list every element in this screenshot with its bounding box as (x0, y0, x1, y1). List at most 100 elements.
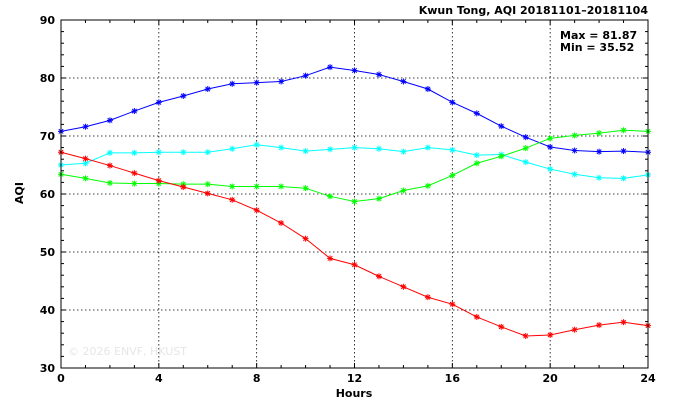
marker-stroke (303, 73, 309, 79)
series-point (375, 195, 382, 202)
series-point (302, 185, 309, 192)
series-point (131, 170, 138, 177)
series-point (327, 193, 334, 200)
marker-stroke (449, 301, 455, 307)
marker-stroke (131, 181, 137, 187)
series-point (522, 145, 529, 152)
series-point (620, 127, 627, 134)
series-point (278, 183, 285, 190)
marker-stroke (278, 220, 284, 226)
marker-stroke (547, 166, 553, 172)
marker-stroke (107, 117, 113, 123)
marker-stroke (351, 145, 358, 151)
series-point (302, 235, 309, 242)
marker-stroke (400, 284, 406, 290)
series-point (327, 255, 334, 262)
series-point (204, 190, 211, 197)
marker-stroke (523, 333, 529, 339)
marker-stroke (229, 197, 235, 203)
marker-stroke (351, 262, 358, 268)
marker-stroke (131, 108, 137, 114)
marker-stroke (205, 149, 211, 155)
series-point (400, 187, 407, 194)
series-point (596, 130, 603, 137)
marker-stroke (131, 150, 137, 156)
marker-stroke (376, 196, 382, 202)
marker-stroke (572, 327, 578, 333)
marker-stroke (303, 236, 309, 242)
series-point (375, 71, 382, 78)
marker-stroke (474, 152, 480, 158)
series-point (278, 78, 285, 85)
series-point (229, 145, 236, 152)
marker-stroke (131, 170, 137, 176)
series-point (229, 196, 236, 203)
series-point (82, 175, 89, 182)
series-point (106, 179, 113, 186)
series-point (180, 92, 187, 99)
series-point (571, 132, 578, 139)
marker-stroke (254, 207, 260, 213)
series-point (302, 148, 309, 155)
series-line-0 (60, 66, 649, 153)
marker-stroke (229, 183, 235, 190)
series-point (473, 313, 480, 320)
marker-stroke (572, 171, 578, 177)
series-point (449, 146, 456, 153)
marker-stroke (620, 148, 627, 154)
series-point (473, 110, 480, 117)
series-point (522, 159, 529, 166)
series-point (424, 86, 431, 93)
series-point (229, 80, 236, 87)
marker-stroke (107, 163, 113, 169)
marker-stroke (376, 273, 382, 279)
marker-stroke (351, 198, 358, 205)
y-tick-label: 90 (40, 14, 56, 27)
series-point (424, 182, 431, 189)
y-tick-label: 80 (40, 72, 56, 85)
series-point (155, 99, 162, 106)
marker-stroke (400, 187, 406, 194)
marker-stroke (498, 153, 504, 159)
x-tick-label: 4 (155, 372, 163, 385)
marker-stroke (327, 255, 333, 261)
series-point (180, 149, 187, 156)
series-point (424, 294, 431, 301)
marker-stroke (498, 123, 504, 129)
series-point (571, 147, 578, 154)
series-point (473, 152, 480, 159)
marker-stroke (474, 160, 480, 166)
marker-stroke (596, 175, 602, 181)
series-point (375, 145, 382, 152)
marker-stroke (229, 146, 235, 152)
marker-stroke (82, 156, 89, 162)
marker-stroke (254, 80, 260, 86)
series-point (82, 160, 89, 167)
series-point (155, 177, 162, 184)
series-point (278, 220, 285, 226)
series-point (547, 144, 554, 151)
marker-stroke (205, 181, 211, 187)
series-point (351, 144, 358, 151)
marker-stroke (303, 148, 309, 154)
marker-stroke (547, 135, 553, 141)
marker-stroke (425, 294, 431, 300)
x-tick-label: 20 (543, 372, 559, 385)
series-point (620, 148, 627, 155)
marker-stroke (376, 146, 382, 152)
series-point (522, 332, 529, 339)
marker-stroke (376, 71, 382, 78)
series-point (131, 108, 138, 115)
series-point (351, 67, 358, 74)
marker-stroke (400, 78, 406, 85)
marker-stroke (205, 86, 211, 92)
series-point (596, 174, 603, 181)
series-point (522, 134, 529, 141)
series-point (131, 149, 138, 156)
series-point (106, 117, 113, 124)
x-tick-label: 8 (253, 372, 261, 385)
marker-stroke (572, 132, 578, 138)
series-point (449, 172, 456, 179)
series-point (253, 183, 260, 190)
